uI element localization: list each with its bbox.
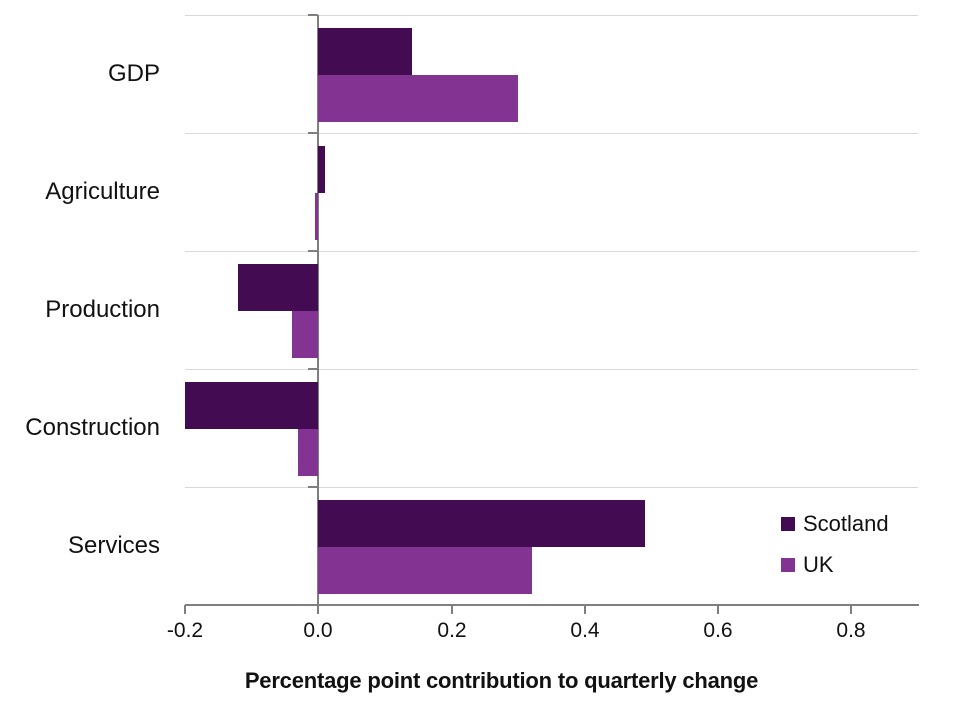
gridline bbox=[185, 15, 918, 16]
category-tick bbox=[308, 250, 319, 252]
category-label-services: Services bbox=[67, 532, 160, 559]
uk-color-swatch bbox=[781, 558, 795, 572]
legend: Scotland UK bbox=[781, 510, 889, 579]
x-axis-tick bbox=[583, 605, 586, 614]
category-tick bbox=[308, 486, 319, 488]
gridline bbox=[185, 487, 918, 488]
x-axis-tick bbox=[717, 605, 720, 614]
bar-uk-construction bbox=[298, 429, 319, 476]
category-label-gdp: GDP bbox=[107, 60, 160, 87]
x-tick-label-08: 0.8 bbox=[836, 619, 866, 642]
legend-item-scotland: Scotland bbox=[781, 510, 889, 538]
bar-uk-gdp bbox=[318, 75, 519, 122]
category-tick bbox=[308, 132, 319, 134]
bar-scotland-gdp bbox=[318, 28, 412, 75]
x-axis-tick bbox=[850, 605, 853, 614]
category-label-production: Production bbox=[45, 296, 160, 323]
gridline bbox=[185, 251, 918, 252]
bar-scotland-services bbox=[318, 500, 645, 547]
x-tick-label-00: 0.0 bbox=[303, 619, 333, 642]
x-axis-tick bbox=[450, 605, 453, 614]
category-label-agriculture: Agriculture bbox=[45, 178, 160, 205]
scotland-color-swatch bbox=[781, 517, 795, 531]
zero-axis-line bbox=[317, 15, 320, 605]
legend-label-uk: UK bbox=[803, 552, 834, 577]
x-axis-title: Percentage point contribution to quarter… bbox=[244, 668, 759, 693]
bar-scotland-production bbox=[238, 264, 319, 311]
category-label-construction: Construction bbox=[25, 414, 160, 441]
x-tick-label-neg02: -0.2 bbox=[166, 619, 204, 642]
bar-scotland-construction bbox=[185, 382, 319, 429]
bar-uk-services bbox=[318, 547, 532, 594]
x-axis-tick bbox=[317, 605, 320, 614]
legend-label-scotland: Scotland bbox=[803, 511, 889, 536]
legend-item-uk: UK bbox=[781, 551, 889, 579]
gridline bbox=[185, 369, 918, 370]
x-axis-tick bbox=[184, 605, 186, 614]
plot-area bbox=[185, 14, 918, 605]
bar-uk-production bbox=[291, 311, 319, 358]
x-tick-label-04: 0.4 bbox=[570, 619, 600, 642]
category-tick bbox=[308, 14, 319, 16]
x-tick-label-02: 0.2 bbox=[437, 619, 467, 642]
x-tick-label-06: 0.6 bbox=[703, 619, 733, 642]
bar-uk-agriculture bbox=[314, 193, 319, 240]
category-tick bbox=[308, 368, 319, 370]
bar-scotland-agriculture bbox=[318, 146, 325, 193]
x-axis-line bbox=[185, 604, 919, 606]
gridline bbox=[185, 133, 918, 134]
